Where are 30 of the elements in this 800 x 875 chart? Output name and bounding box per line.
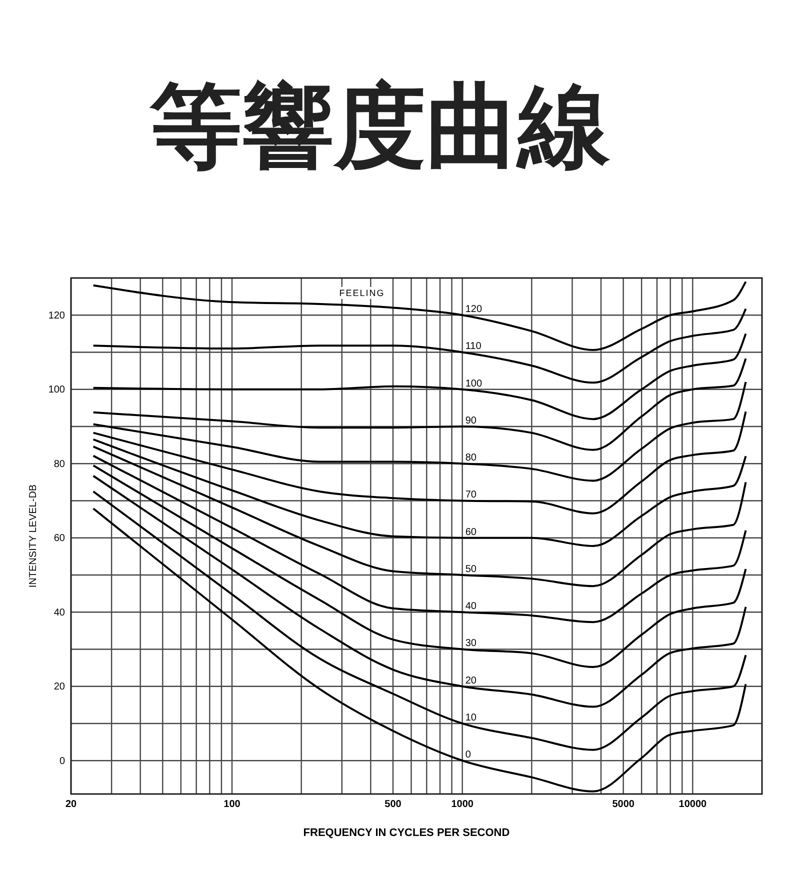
x-tick-label: 20 (65, 799, 77, 810)
y-tick-label: 100 (48, 384, 66, 396)
x-tick-label: 100 (224, 799, 241, 810)
series-label: 120 (465, 304, 482, 316)
series-label: 70 (465, 490, 477, 501)
x-tick-label: 5000 (612, 799, 635, 810)
series-label: 10 (465, 712, 477, 724)
series-label: 110 (465, 341, 482, 352)
series-label: 90 (465, 415, 477, 426)
series-label: 40 (465, 601, 477, 612)
x-axis-title: FREQUENCY IN CYCLES PER SECOND (303, 827, 510, 839)
y-axis-title: INTENSITY LEVEL-DB (28, 484, 39, 588)
y-tick-label: 0 (59, 756, 66, 767)
y-tick-label: 40 (54, 607, 66, 618)
series-label: 0 (465, 750, 472, 761)
y-tick-label: 80 (54, 458, 66, 470)
y-tick-label: 120 (48, 310, 66, 322)
x-tick-label: 10000 (678, 799, 708, 810)
series-label: 60 (465, 526, 477, 538)
chart-title: 等響度曲線 (149, 76, 611, 178)
series-label: 100 (465, 378, 482, 390)
y-tick-label: 20 (54, 682, 66, 693)
y-tick-label: 60 (54, 533, 66, 544)
series-label: 30 (465, 638, 477, 650)
series-label: 50 (465, 564, 477, 575)
x-tick-label: 500 (384, 799, 402, 810)
series-label: 20 (465, 675, 477, 686)
series-label: 80 (465, 452, 477, 464)
annotation: FEELING (339, 288, 385, 298)
x-tick-label: 1000 (451, 799, 474, 810)
